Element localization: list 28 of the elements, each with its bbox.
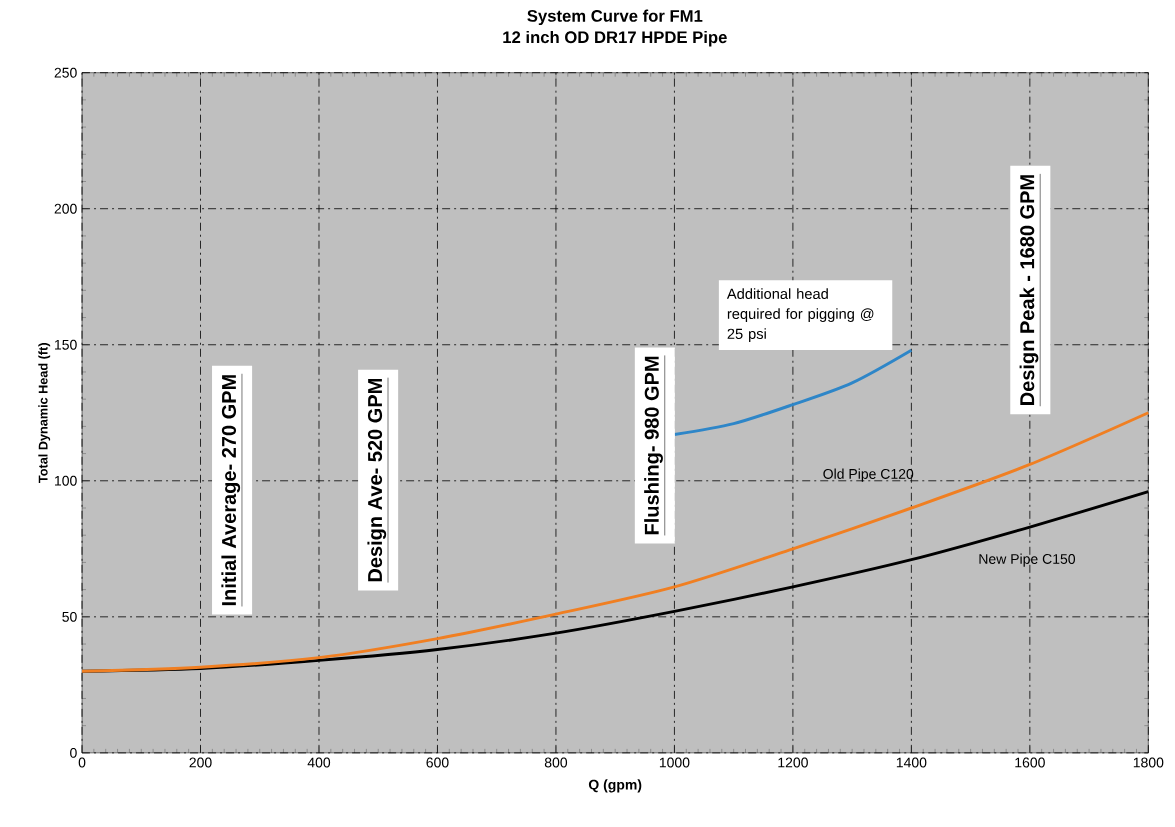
annotation: Initial Average- 270 GPM bbox=[221, 375, 241, 606]
y-tick-label: 50 bbox=[62, 611, 77, 622]
annotation: New Pipe C150 bbox=[979, 553, 1076, 567]
y-tick-label: 0 bbox=[70, 747, 77, 758]
chart-subtitle: 12 inch OD DR17 HPDE Pipe bbox=[503, 30, 727, 47]
line-series bbox=[672, 348, 913, 437]
x-tick-label: 1000 bbox=[659, 757, 690, 768]
y-tick-label: 200 bbox=[54, 203, 77, 214]
x-tick-label: 1800 bbox=[1133, 757, 1164, 768]
annotation: Old Pipe C120 bbox=[823, 468, 914, 482]
x-tick-label: 800 bbox=[544, 757, 568, 768]
x-tick-label: 600 bbox=[426, 757, 449, 768]
x-tick-label: 0 bbox=[78, 757, 86, 768]
annotation: Design Ave- 520 GPM bbox=[367, 379, 387, 582]
x-tick-label: 1400 bbox=[896, 757, 927, 768]
x-tick-label: 400 bbox=[307, 757, 331, 768]
x-axis-title: Q (gpm) bbox=[588, 779, 642, 793]
x-tick-label: 1600 bbox=[1015, 757, 1045, 768]
y-tick-label: 100 bbox=[55, 475, 77, 486]
y-tick-label: 250 bbox=[54, 67, 77, 78]
y-tick-label: 150 bbox=[55, 339, 77, 350]
annotation: Design Peak - 1680 GPM bbox=[1019, 175, 1039, 405]
y-axis-title: Total Dynamic Head (ft) bbox=[38, 343, 51, 483]
x-tick-label: 1200 bbox=[778, 757, 808, 768]
x-tick-label: 200 bbox=[189, 757, 212, 768]
annotation: Additional head required for pigging @ 25 psi bbox=[726, 288, 874, 342]
annotation: Flushing- 980 GPM bbox=[644, 356, 663, 535]
chart-title: System Curve for FM1 bbox=[527, 9, 703, 26]
